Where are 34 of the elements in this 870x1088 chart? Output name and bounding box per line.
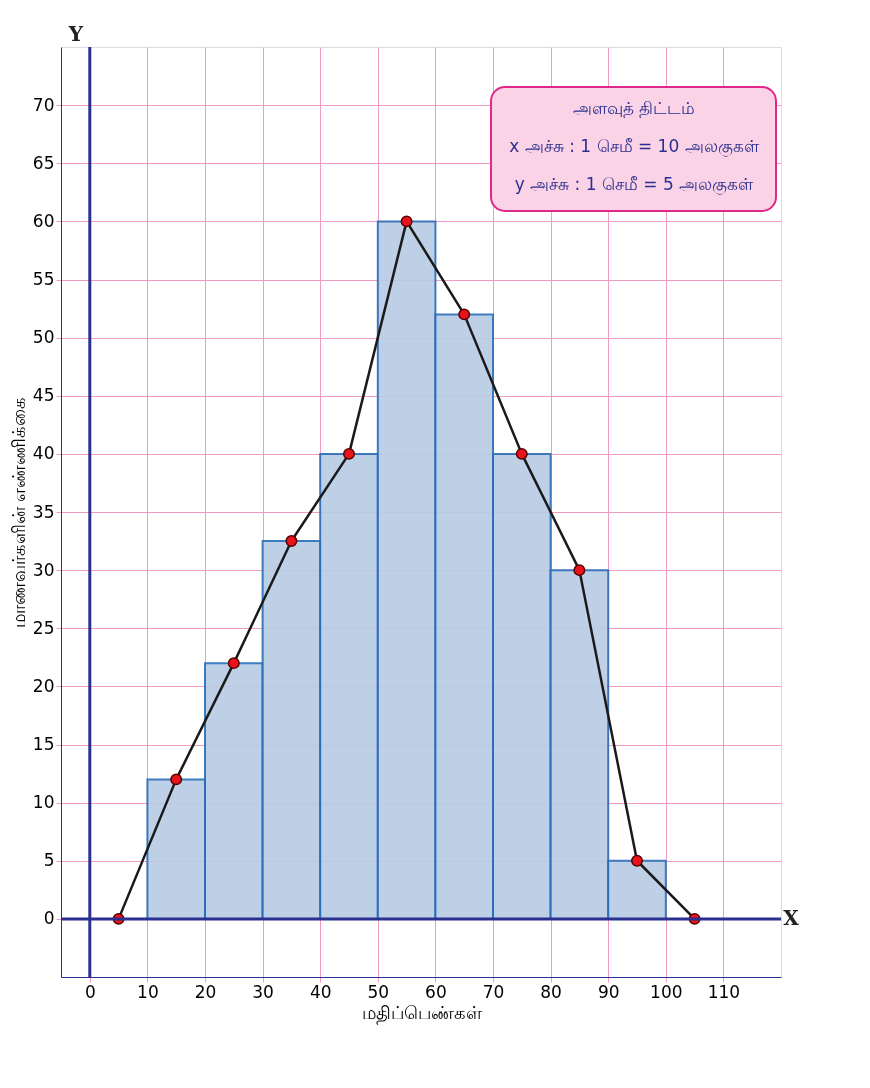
y-tick-label: 35: [32, 501, 55, 522]
y-axis-title: மாணவர்களின் எண்ணிக்கை: [7, 396, 29, 629]
y-tick-label: 5: [43, 850, 55, 871]
x-tick-label: 20: [194, 981, 217, 1002]
x-tick-label: 0: [84, 981, 96, 1002]
y-tick-label: 60: [32, 210, 55, 231]
x-tick-label: 60: [425, 981, 447, 1002]
y-tick-label: 55: [32, 269, 55, 289]
annotation: x அச்சு : 1 செமீ = 10 அலகுகள்: [509, 136, 760, 157]
y-tick-label: 45: [32, 385, 55, 406]
x-tick-label: 70: [482, 981, 505, 1002]
y-tick-label: 20: [32, 675, 55, 696]
y-tick-label: 25: [32, 617, 55, 638]
annotation: y அச்சு : 1 செமீ = 5 அலகுகள்: [514, 174, 755, 195]
y-tick-label: 15: [32, 734, 55, 754]
annotation: அளவுத் திட்டம்: [572, 98, 696, 118]
y-tick-label: 40: [32, 443, 55, 464]
x-tick-label: 30: [252, 981, 274, 1002]
text: Y: [67, 22, 84, 46]
x-tick-label: 50: [367, 981, 390, 1002]
x-tick-label: 40: [309, 981, 332, 1002]
y-tick-label: 10: [32, 792, 55, 813]
y-tick-label: 50: [32, 327, 55, 348]
x-axis-title: மதிப்பெண்கள்: [361, 1001, 483, 1025]
x-tick-label: 100: [650, 981, 683, 1002]
y-tick-label: 30: [32, 559, 55, 580]
y-tick-label: 70: [32, 94, 55, 115]
y-tick-label: 0: [43, 908, 55, 929]
x-tick-label: 90: [597, 981, 620, 1002]
x-tick-label: 110: [707, 981, 741, 1002]
y-tick-label: 65: [32, 152, 55, 173]
x-tick-label: 10: [137, 981, 159, 1002]
text: X: [783, 905, 800, 930]
x-tick-label: 80: [540, 981, 562, 1002]
